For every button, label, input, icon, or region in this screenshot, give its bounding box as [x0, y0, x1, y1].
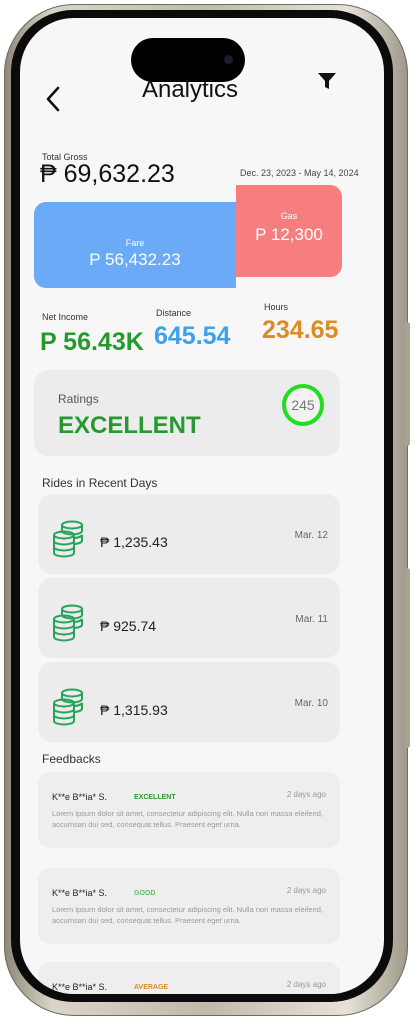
back-arrow-icon[interactable]	[42, 84, 66, 114]
feedback-text: Lorem ipsum dolor sit amet, consectetur …	[52, 905, 323, 925]
ride-date: Mar. 11	[295, 614, 328, 625]
ride-amount: ₱ 925.74	[100, 618, 157, 634]
feedback-author: K**e B**ia* S.	[52, 888, 108, 898]
distance-value: 645.54	[154, 322, 231, 350]
feedback-card[interactable]: K**e B**ia* S. EXCELLENT 2 days ago Lore…	[38, 772, 340, 848]
net-income-label: Net Income	[42, 312, 89, 322]
ratings-value: EXCELLENT	[58, 412, 201, 439]
coins-stack-icon	[53, 520, 83, 558]
ride-card[interactable]: ₱ 1,315.93 Mar. 10	[38, 662, 340, 742]
feedback-rating: EXCELLENT	[134, 794, 176, 801]
date-range[interactable]: Dec. 23, 2023 - May 14, 2024	[240, 168, 359, 178]
feedback-text: Lorem ipsum dolor sit amet, consectetur …	[52, 809, 323, 829]
ratings-count-ring: 245	[282, 384, 324, 426]
ride-date: Mar. 12	[294, 530, 328, 541]
distance-label: Distance	[156, 308, 192, 318]
feedback-rating: GOOD	[134, 890, 156, 897]
total-gross-value: ₱ 69,632.23	[40, 160, 175, 188]
feedback-card[interactable]: K**e B**ia* S. AVERAGE 2 days ago Lorem …	[38, 962, 340, 994]
coins-stack-icon	[53, 688, 83, 726]
fare-value: P 56,432.23	[89, 250, 181, 269]
volume-button	[404, 322, 410, 446]
feedback-card[interactable]: K**e B**ia* S. GOOD 2 days ago Lorem ips…	[38, 868, 340, 944]
filter-icon[interactable]	[316, 70, 338, 92]
fare-card[interactable]: Fare P 56,432.23	[34, 202, 236, 288]
feedback-time: 2 days ago	[286, 790, 326, 799]
feedback-time: 2 days ago	[286, 886, 326, 895]
feedback-time: 2 days ago	[286, 980, 326, 989]
total-gross-label: Total Gross	[42, 152, 88, 162]
net-income-value: P 56.43K	[40, 328, 144, 356]
coins-stack-icon	[53, 604, 83, 642]
power-button	[404, 568, 410, 748]
gas-card[interactable]: Gas P 12,300	[236, 185, 342, 277]
rides-section-title: Rides in Recent Days	[42, 476, 158, 490]
ride-amount: ₱ 1,315.93	[100, 702, 168, 718]
ride-date: Mar. 10	[294, 698, 328, 709]
app-screen: Analytics Total Gross ₱ 69,632.23 Dec. 2…	[20, 18, 384, 994]
ride-amount: ₱ 1,235.43	[100, 534, 168, 550]
ratings-label: Ratings	[58, 392, 99, 406]
feedback-author: K**e B**ia* S.	[52, 982, 108, 992]
camera-icon	[224, 55, 233, 64]
feedback-author: K**e B**ia* S.	[52, 792, 108, 802]
ride-card[interactable]: ₱ 1,235.43 Mar. 12	[38, 494, 340, 574]
hours-label: Hours	[264, 302, 289, 312]
page-title: Analytics	[141, 76, 239, 103]
ratings-card[interactable]: Ratings EXCELLENT 245	[34, 370, 340, 456]
fare-label: Fare	[125, 238, 145, 248]
feedback-rating: AVERAGE	[134, 984, 169, 991]
gas-label: Gas	[280, 211, 298, 221]
hours-value: 234.65	[262, 316, 339, 344]
dynamic-island	[131, 38, 245, 82]
feedbacks-section-title: Feedbacks	[42, 752, 101, 766]
ride-card[interactable]: ₱ 925.74 Mar. 11	[38, 578, 340, 658]
gas-value: P 12,300	[255, 225, 323, 244]
